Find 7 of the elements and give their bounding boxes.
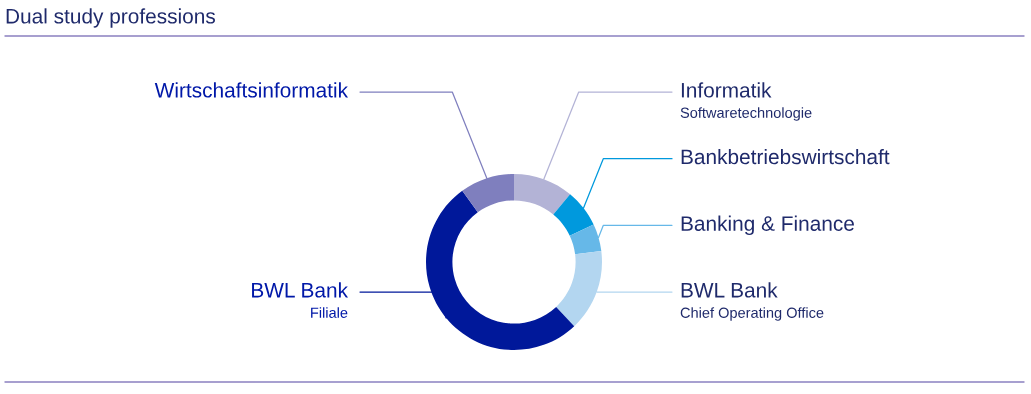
slice-label: Banking & Finance: [681, 215, 854, 236]
slice-label: Wirtschaftsinformatik: [154, 82, 349, 98]
slice-label: BWL Bank Filiale: [252, 282, 349, 318]
slice-label: BWL Bank Chief Operating Office: [680, 282, 824, 321]
slice-label: Bankbetriebswirtschaft: [681, 148, 890, 165]
slice-label: Informatik Softwaretechnologie: [680, 82, 812, 121]
chart-title: Dual study professions: [6, 8, 215, 28]
